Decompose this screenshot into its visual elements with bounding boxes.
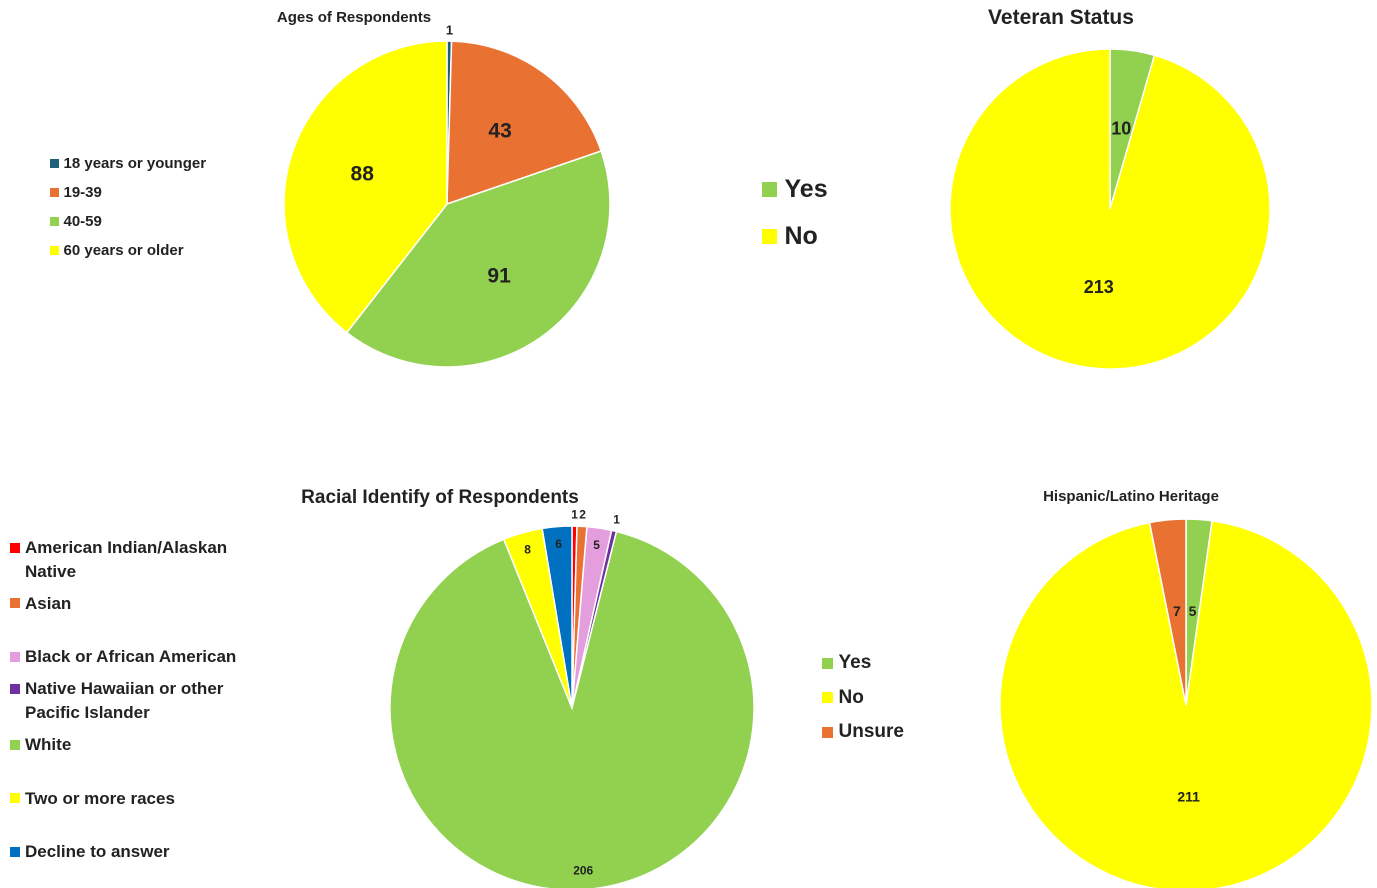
data-label: 5 bbox=[1189, 603, 1197, 619]
pie-chart: 5 211 7 bbox=[999, 518, 1373, 888]
legend-item: Yes bbox=[822, 650, 982, 677]
legend-label: No bbox=[838, 686, 864, 708]
legend-item: Decline to answer bbox=[10, 840, 270, 864]
legend-label: 19-39 bbox=[63, 184, 102, 201]
pie-slice bbox=[999, 519, 1373, 888]
legend-label: Native Hawaiian or other Pacific Islande… bbox=[25, 679, 224, 722]
legend-item: 19-39 bbox=[50, 182, 280, 203]
data-label: 91 bbox=[487, 265, 511, 288]
data-label: 206 bbox=[573, 864, 593, 878]
data-label: 211 bbox=[1177, 789, 1200, 805]
legend-label: Unsure bbox=[838, 721, 904, 743]
chart-title: Racial Identify of Respondents bbox=[301, 486, 579, 508]
legend-label: Black or African American bbox=[25, 647, 237, 667]
legend-swatch bbox=[10, 652, 20, 663]
legend-label: Yes bbox=[784, 175, 828, 203]
legend-swatch bbox=[50, 217, 59, 226]
legend-swatch bbox=[10, 739, 20, 750]
data-label: 5 bbox=[593, 538, 600, 552]
legend-item: Two or more races bbox=[10, 787, 270, 811]
chart-title: Veteran Status bbox=[988, 5, 1134, 29]
legend-swatch bbox=[762, 182, 777, 197]
legend-item: Asian bbox=[10, 592, 270, 616]
legend-label: No bbox=[784, 222, 818, 250]
legend-swatch bbox=[822, 657, 833, 669]
pie-slice bbox=[283, 40, 448, 334]
legend-swatch bbox=[762, 229, 777, 244]
pie-chart: 1 43 91 88 bbox=[283, 23, 611, 368]
legend-swatch bbox=[822, 726, 833, 738]
legend-item: 60 years or older bbox=[50, 240, 280, 261]
legend-swatch bbox=[50, 159, 59, 168]
legend-item: 18 years or younger bbox=[50, 153, 280, 174]
data-label: 8 bbox=[524, 542, 531, 556]
legend: 18 years or younger 19-39 40-59 60 years or… bbox=[50, 153, 280, 269]
legend-item: Native Hawaiian or other Pacific Islande… bbox=[10, 677, 270, 725]
legend: Yes No bbox=[762, 172, 962, 266]
legend-item: No bbox=[822, 685, 982, 712]
legend-item: Black or African American bbox=[10, 645, 270, 669]
data-label: 1 bbox=[613, 512, 620, 526]
legend-label: 18 years or younger bbox=[63, 155, 207, 172]
data-label: 43 bbox=[488, 119, 511, 142]
pie-slice bbox=[389, 530, 755, 888]
data-label: 1 bbox=[446, 23, 453, 38]
legend-label: White bbox=[25, 734, 72, 754]
chart-title: Hispanic/Latino Heritage bbox=[1043, 487, 1219, 505]
pie-chart: 10 213 bbox=[949, 48, 1271, 370]
legend-swatch bbox=[10, 793, 20, 804]
legend-swatch bbox=[10, 847, 20, 858]
legend-label: American Indian/Alaskan Native bbox=[25, 538, 228, 581]
data-label: 213 bbox=[1084, 277, 1114, 297]
pie-slice bbox=[345, 150, 611, 368]
pie-slice bbox=[541, 525, 573, 709]
data-label: 6 bbox=[555, 537, 562, 551]
legend-swatch bbox=[50, 246, 59, 255]
legend-swatch bbox=[10, 684, 20, 695]
legend-item: White bbox=[10, 733, 270, 757]
legend-item: 40-59 bbox=[50, 211, 280, 232]
legend-label: 60 years or older bbox=[63, 242, 184, 259]
pie-slice bbox=[1148, 518, 1187, 706]
data-label: 1 bbox=[571, 507, 578, 521]
data-label: 7 bbox=[1173, 603, 1181, 619]
legend-swatch bbox=[10, 598, 20, 609]
data-label: 88 bbox=[351, 162, 375, 185]
data-label: 2 bbox=[579, 508, 586, 522]
legend: American Indian/Alaskan Native Asian Black… bbox=[10, 536, 270, 864]
legend-item: Yes bbox=[762, 172, 962, 207]
legend-item: Unsure bbox=[822, 719, 982, 746]
pie-slice bbox=[949, 48, 1271, 370]
legend-swatch bbox=[10, 542, 20, 553]
legend-item: American Indian/Alaskan Native bbox=[10, 536, 270, 584]
pie-slice bbox=[446, 40, 603, 206]
chart-title: Ages of Respondents bbox=[276, 8, 432, 26]
legend-swatch bbox=[822, 692, 833, 704]
legend-label: 40-59 bbox=[63, 213, 102, 230]
legend-label: Yes bbox=[838, 652, 872, 673]
legend-label: Decline to answer bbox=[25, 842, 170, 862]
legend-swatch bbox=[50, 188, 59, 197]
legend-label: Two or more races bbox=[25, 788, 175, 808]
legend-label: Asian bbox=[25, 593, 72, 613]
legend-item: No bbox=[762, 219, 962, 254]
legend: Yes No Unsure bbox=[822, 650, 982, 754]
data-label: 10 bbox=[1111, 119, 1131, 139]
